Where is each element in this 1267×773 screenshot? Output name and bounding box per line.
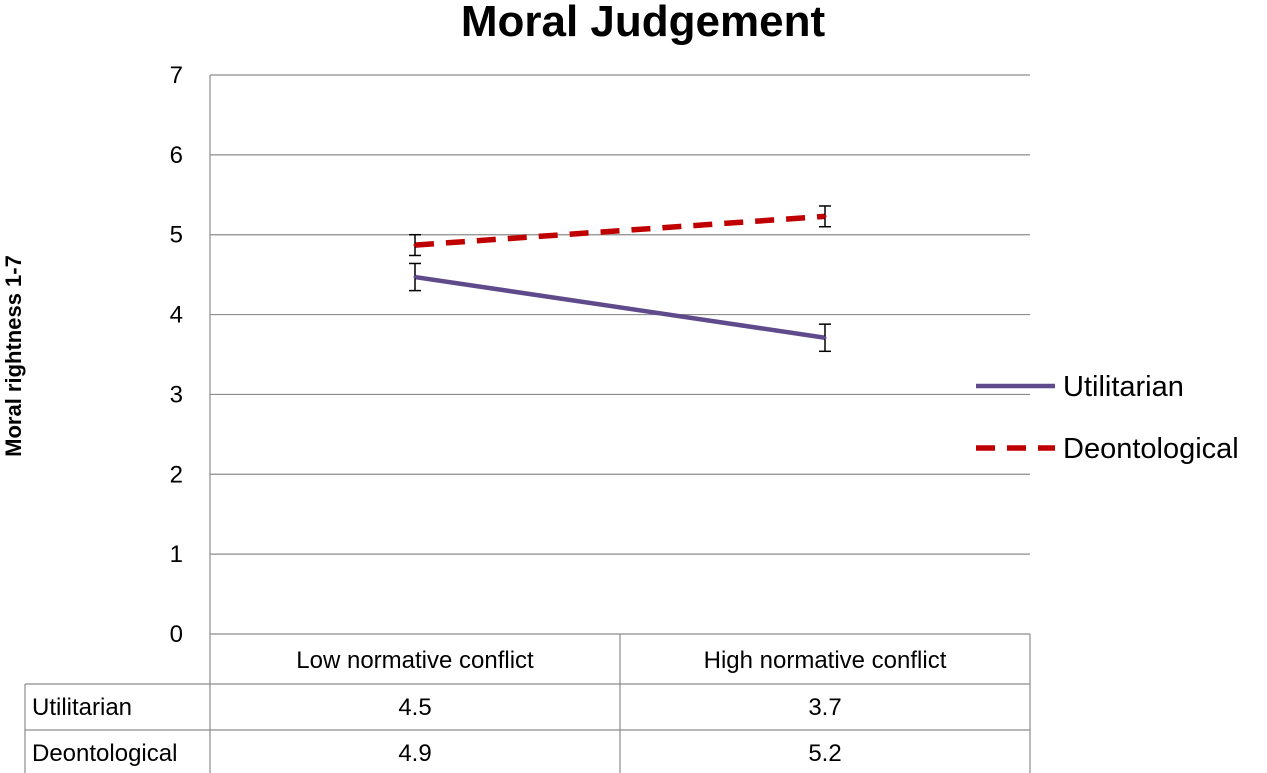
data-point [413, 243, 417, 247]
y-tick-label: 2 [170, 461, 183, 488]
table-cell-value: 3.7 [808, 694, 841, 721]
table-row-label: Deontological [32, 740, 177, 767]
y-tick-label: 0 [170, 621, 183, 648]
y-tick-label: 6 [170, 142, 183, 169]
legend-label: Utilitarian [1063, 371, 1184, 403]
y-axis-label: Moral rightness 1-7 [1, 255, 26, 457]
table-cell-value: 5.2 [808, 740, 841, 767]
y-tick-label: 7 [170, 62, 183, 89]
table-cell-value: 4.9 [398, 740, 431, 767]
y-tick-label: 5 [170, 222, 183, 249]
x-category-label: Low normative conflict [296, 647, 534, 674]
legend-label: Deontological [1063, 433, 1239, 465]
series-line-deontological [414, 213, 826, 248]
table-row-label: Utilitarian [32, 694, 132, 721]
gridlines [210, 74, 1030, 635]
data-point [413, 275, 417, 279]
y-tick-label: 3 [170, 381, 183, 408]
series-line-utilitarian [414, 274, 826, 340]
data-point [823, 214, 827, 218]
series-lines [409, 205, 831, 353]
data-point [823, 336, 827, 340]
data-table: Low normative conflict High normative con… [24, 634, 1031, 773]
y-tick-label: 1 [170, 541, 183, 568]
y-tick-labels: 0 1 2 3 4 5 6 7 [170, 62, 183, 648]
table-cell-value: 4.5 [398, 694, 431, 721]
legend: Utilitarian Deontological [976, 371, 1239, 465]
chart-title: Moral Judgement [461, 0, 826, 46]
y-tick-label: 4 [170, 302, 183, 329]
x-category-label: High normative conflict [704, 647, 947, 674]
